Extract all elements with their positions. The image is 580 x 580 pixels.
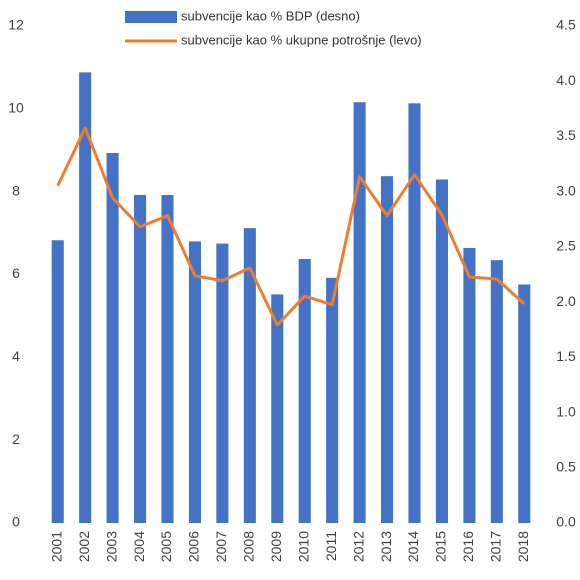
y-tick-label: 6 [12, 265, 20, 281]
y2-tick-label: 2.5 [556, 238, 576, 254]
x-tick-label: 2010 [295, 531, 311, 562]
y-tick-label: 8 [12, 182, 20, 198]
y2-tick-label: 4.0 [556, 72, 576, 88]
legend-swatch [125, 11, 177, 23]
bar [408, 103, 421, 524]
x-tick-label: 2004 [131, 531, 147, 562]
bar [271, 294, 284, 523]
legend-label: subvencije kao % ukupne potrošnje (levo) [181, 32, 422, 47]
y-tick-label: 2 [12, 431, 20, 447]
x-tick-label: 2011 [323, 531, 339, 561]
bar [353, 102, 366, 523]
bar [216, 243, 229, 523]
bar [106, 153, 119, 523]
x-tick-label: 2002 [76, 531, 92, 562]
x-tick-label: 2012 [350, 531, 366, 562]
bar [518, 284, 531, 523]
bar [463, 247, 476, 523]
bar [134, 194, 147, 524]
legend-label: subvencije kao % BDP (desno) [181, 8, 360, 23]
bar [326, 277, 339, 523]
x-tick-label: 2006 [186, 531, 202, 562]
bar [243, 228, 256, 523]
y2-tick-label: 4.5 [556, 17, 576, 33]
line [56, 126, 526, 327]
y-tick-label: 12 [8, 17, 24, 33]
x-tick-label: 2016 [460, 531, 476, 562]
y2-tick-label: 3.5 [556, 127, 576, 143]
y2-tick-label: 0.5 [556, 458, 576, 474]
y2-tick-label: 0.0 [556, 514, 576, 530]
x-tick-label: 2018 [515, 531, 531, 562]
x-tick-label: 2017 [488, 531, 504, 562]
bar [51, 240, 64, 524]
bar [161, 194, 174, 524]
y2-tick-label: 1.0 [556, 403, 576, 419]
x-tick-label: 2013 [378, 531, 394, 562]
x-tick-label: 2007 [213, 531, 229, 562]
y2-tick-label: 1.5 [556, 348, 576, 364]
x-tick-label: 2003 [103, 531, 119, 562]
y2-tick-label: 2.0 [556, 293, 576, 309]
y2-tick-label: 3.0 [556, 182, 576, 198]
x-tick-label: 2008 [241, 531, 257, 562]
bar [381, 176, 394, 523]
y-tick-label: 0 [12, 514, 20, 530]
x-tick-label: 2009 [268, 531, 284, 562]
y-tick-label: 10 [8, 100, 24, 116]
bar [435, 179, 448, 524]
x-tick-label: 2015 [433, 531, 449, 562]
bar [298, 259, 311, 523]
bar [490, 260, 503, 523]
x-tick-label: 2001 [48, 531, 64, 562]
bar [79, 72, 92, 524]
x-tick-label: 2014 [405, 531, 421, 562]
x-tick-label: 2005 [158, 531, 174, 562]
y-tick-label: 4 [12, 348, 20, 364]
bar [188, 241, 201, 523]
